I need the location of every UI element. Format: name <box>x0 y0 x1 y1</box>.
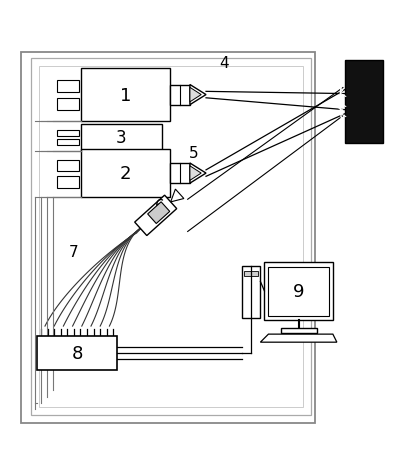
FancyBboxPatch shape <box>81 69 170 121</box>
FancyBboxPatch shape <box>170 164 190 184</box>
FancyBboxPatch shape <box>57 99 79 111</box>
Text: 8: 8 <box>72 344 83 362</box>
FancyBboxPatch shape <box>57 130 79 137</box>
FancyBboxPatch shape <box>242 266 261 318</box>
Text: 3: 3 <box>116 129 127 147</box>
FancyBboxPatch shape <box>170 85 190 105</box>
FancyBboxPatch shape <box>280 328 317 333</box>
Text: 2: 2 <box>120 165 131 183</box>
FancyBboxPatch shape <box>268 268 329 317</box>
Polygon shape <box>261 335 337 342</box>
FancyBboxPatch shape <box>264 262 333 320</box>
Text: 1: 1 <box>120 86 131 104</box>
FancyBboxPatch shape <box>345 61 383 144</box>
FancyBboxPatch shape <box>81 124 162 152</box>
Text: 9: 9 <box>293 283 304 301</box>
Polygon shape <box>190 164 206 184</box>
Text: 4: 4 <box>219 56 229 71</box>
Polygon shape <box>135 196 177 236</box>
FancyBboxPatch shape <box>57 140 79 146</box>
FancyBboxPatch shape <box>57 177 79 188</box>
FancyBboxPatch shape <box>244 271 259 276</box>
Text: 5: 5 <box>189 146 199 161</box>
Polygon shape <box>190 85 206 105</box>
Text: 7: 7 <box>68 245 78 259</box>
FancyBboxPatch shape <box>81 149 170 198</box>
Polygon shape <box>147 202 170 224</box>
Text: 6: 6 <box>155 198 164 213</box>
FancyBboxPatch shape <box>57 160 79 171</box>
Polygon shape <box>190 167 201 181</box>
Polygon shape <box>170 190 184 202</box>
Polygon shape <box>190 88 201 103</box>
FancyBboxPatch shape <box>37 337 118 371</box>
FancyBboxPatch shape <box>57 81 79 93</box>
